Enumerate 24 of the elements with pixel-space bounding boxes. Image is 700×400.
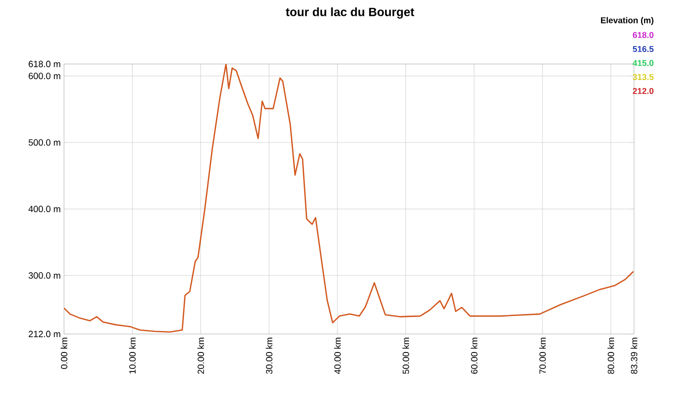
y-tick-label: 300.0 m	[28, 272, 60, 279]
legend-title: Elevation (m)	[601, 17, 654, 25]
y-tick-label: 212.0 m	[28, 330, 60, 338]
x-tick-label: 20.00 km	[197, 338, 204, 374]
annotation: 415.0	[632, 60, 654, 66]
annotation: 313.5	[632, 74, 654, 80]
x-tick-label: 60.00 km	[470, 338, 478, 374]
annotation: 212.0	[632, 88, 654, 94]
text: 516.5	[632, 46, 654, 52]
chart-title: tour du lac du Bourget	[286, 7, 414, 19]
y-tick-label: 400.0 m	[28, 206, 60, 212]
x-tick-label: 10.00 km	[129, 338, 136, 374]
x-tick-label: 83.39 km	[630, 338, 638, 374]
x-tick-label: 30.00 km	[266, 338, 272, 374]
y-tick-label: 618.0 m	[28, 60, 60, 68]
y-tick-label: 500.0 m	[28, 139, 60, 146]
x-tick-label: 80.00 km	[608, 338, 614, 374]
x-tick-label: 40.00 km	[334, 338, 341, 374]
x-tick-label: 0.00 km	[60, 338, 68, 369]
x-tick-label: 70.00 km	[539, 338, 546, 374]
line-series	[64, 64, 634, 333]
x-tick-label: 50.00 km	[402, 338, 410, 374]
text: 618.0	[632, 32, 654, 38]
y-tick-label: 600.0 m	[28, 72, 60, 80]
